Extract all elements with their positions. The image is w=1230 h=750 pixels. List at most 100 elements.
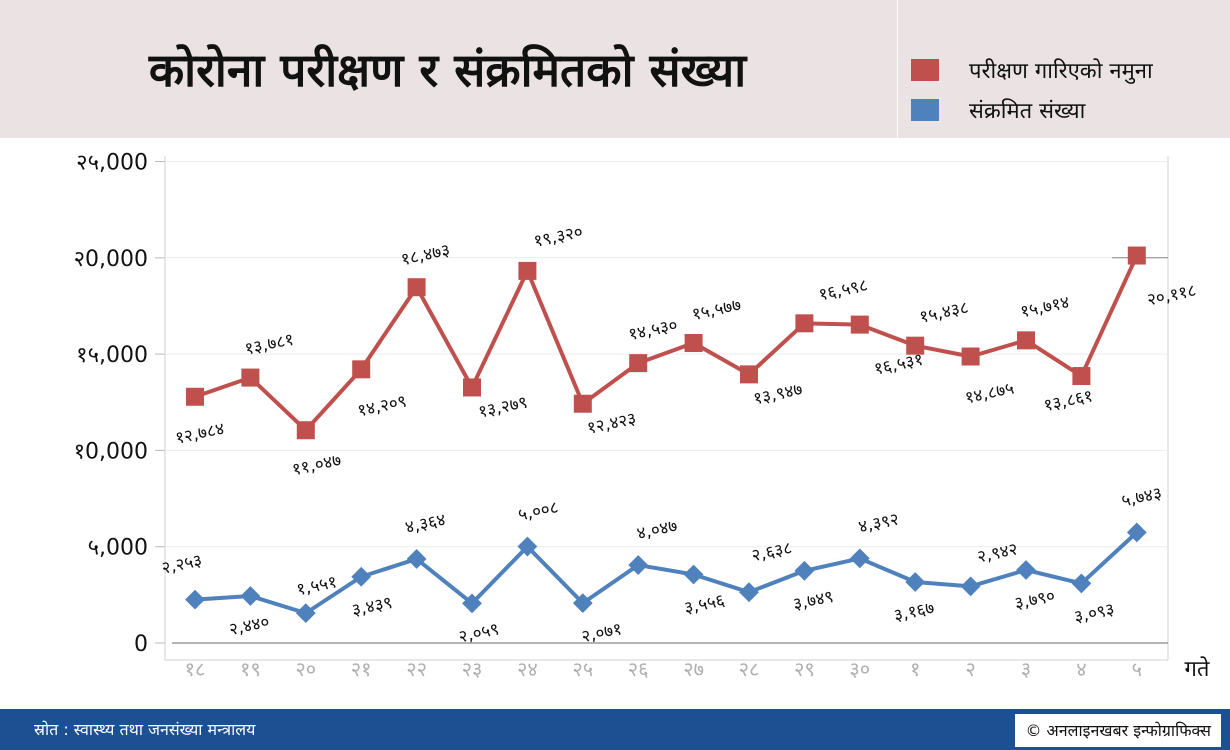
data-point-infected	[406, 549, 427, 569]
legend-item-tests: परीक्षण गारिएको नमुना	[911, 55, 1153, 85]
data-point-tests	[518, 261, 537, 280]
x-axis-label: गते	[1185, 656, 1210, 682]
series-line-0	[194, 254, 1139, 433]
x-tick-label: २९	[794, 657, 815, 681]
data-point-tests	[740, 365, 758, 384]
x-tick-label: ५	[1132, 657, 1142, 681]
data-point-tests	[296, 421, 315, 440]
data-label: १४,२०९	[356, 392, 409, 422]
data-point-tests	[573, 394, 592, 413]
data-label: १४,५३०	[627, 315, 680, 345]
data-label: ४,३९२	[857, 510, 901, 538]
x-tick-label: ३	[1021, 657, 1031, 681]
data-label: ११,०४७	[290, 450, 343, 480]
data-label: १८,४७३	[399, 240, 452, 270]
x-tick-label: ३०	[849, 657, 870, 681]
data-label: ३,७४९	[791, 587, 835, 615]
data-point-infected	[794, 560, 815, 581]
data-point-infected	[849, 548, 870, 569]
data-label: २,९४२	[976, 539, 1020, 567]
data-label: २०,११८	[1145, 281, 1198, 311]
data-label: ५,००८	[516, 498, 560, 526]
x-tick-label: २२	[406, 657, 427, 681]
data-label: ३,४३९	[350, 593, 394, 621]
data-point-tests	[1017, 331, 1035, 350]
data-point-tests	[961, 347, 980, 366]
data-label: १५,७१४	[1019, 293, 1072, 323]
data-label: १३,७८१	[243, 330, 296, 360]
data-point-tests	[795, 314, 814, 333]
data-point-tests	[241, 368, 260, 387]
x-tick-label: २८	[739, 657, 760, 681]
data-point-tests	[463, 378, 481, 397]
x-tick-label: २५	[572, 657, 593, 681]
data-point-infected	[1016, 560, 1036, 580]
data-label: १५,५७७	[690, 295, 743, 325]
data-label: ३,७९०	[1013, 586, 1057, 614]
data-point-infected	[295, 603, 316, 624]
data-label: १५,४३८	[918, 298, 971, 328]
x-tick-label: २३	[462, 657, 483, 681]
data-label: २,२५३	[160, 551, 204, 579]
chart-legend: परीक्षण गारिएको नमुना संक्रमित संख्या	[897, 0, 1230, 138]
data-point-infected	[185, 589, 205, 610]
data-point-infected	[517, 536, 538, 557]
y-tick-label: १५,000	[76, 343, 148, 368]
x-tick-label: ४	[1076, 657, 1086, 681]
data-point-tests	[684, 333, 703, 352]
legend-swatch-tests	[911, 59, 939, 81]
data-point-tests	[1072, 367, 1091, 386]
data-label: ४,०४७	[635, 516, 679, 544]
data-label: २,६३८	[750, 538, 794, 566]
data-point-tests	[1127, 246, 1146, 265]
data-label: १२,७८४	[174, 419, 227, 449]
y-tick-label: १0,000	[74, 439, 148, 464]
data-point-infected	[683, 564, 704, 585]
data-label: १३,९४७	[752, 380, 805, 410]
data-point-infected	[905, 572, 926, 592]
y-tick-label: 0	[134, 632, 148, 657]
data-point-infected	[628, 555, 649, 575]
x-tick-label: २०	[295, 657, 316, 681]
legend-swatch-infected	[911, 99, 939, 121]
data-point-tests	[352, 360, 371, 379]
data-label: १९,३२०	[532, 222, 585, 252]
x-tick-label: १	[910, 657, 920, 681]
legend-label-infected: संक्रमित संख्या	[969, 99, 1086, 124]
y-tick-label: २0,000	[74, 247, 148, 272]
data-label: १३,८६१	[1042, 386, 1095, 416]
data-label: १४,८७५	[963, 379, 1016, 409]
y-tick-label: २५,000	[76, 151, 148, 176]
data-label: ४,३६४	[404, 510, 448, 538]
footer-bar: स्रोत : स्वास्थ्य तथा जनसंख्या मन्त्रालय…	[0, 709, 1230, 750]
y-tick-label: ५,000	[88, 536, 148, 561]
data-point-tests	[407, 278, 426, 297]
x-tick-label: १९	[240, 657, 261, 681]
data-label: ३,१६७	[892, 598, 936, 626]
x-tick-label: २१	[351, 657, 372, 681]
data-point-infected	[1071, 573, 1092, 594]
data-point-infected	[462, 593, 482, 614]
data-point-tests	[906, 336, 925, 355]
x-tick-label: २४	[517, 657, 538, 681]
x-tick-label: १८	[185, 657, 206, 681]
x-tick-label: २६	[628, 657, 649, 681]
data-point-infected	[960, 576, 981, 597]
data-label: ३,०९३	[1072, 600, 1116, 628]
data-point-infected	[351, 566, 372, 587]
data-label: ३,५५६	[683, 591, 727, 619]
data-point-infected	[739, 582, 759, 603]
series-line-1	[194, 530, 1139, 616]
legend-label-tests: परीक्षण गारिएको नमुना	[969, 59, 1153, 84]
source-text: स्रोत : स्वास्थ्य तथा जनसंख्या मन्त्रालय	[34, 720, 256, 739]
legend-item-infected: संक्रमित संख्या	[911, 95, 1085, 125]
chart-title: कोरोना परीक्षण र संक्रमितको संख्या	[148, 43, 747, 97]
data-point-tests	[629, 354, 648, 373]
data-point-infected	[240, 586, 261, 606]
x-tick-label: २	[965, 657, 975, 681]
x-tick-label: २७	[683, 657, 704, 681]
data-label: २,४४०	[227, 612, 271, 640]
data-point-tests	[850, 315, 869, 334]
data-label: १६,५९८	[817, 275, 870, 305]
